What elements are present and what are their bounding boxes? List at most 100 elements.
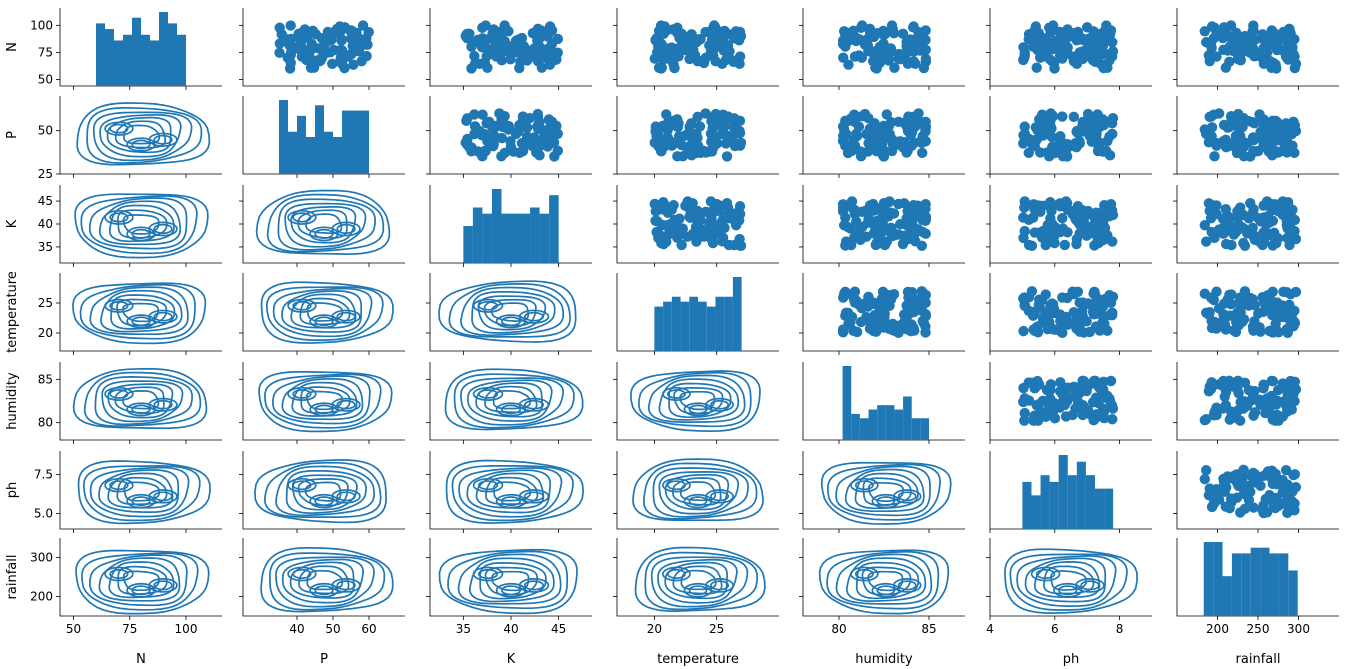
scatter-point: [1047, 397, 1058, 408]
scatter-point: [846, 145, 858, 156]
kde-contour: [336, 491, 356, 502]
scatter-point: [1267, 309, 1278, 321]
kde-contour: [281, 558, 364, 604]
scatter-point: [917, 42, 928, 54]
kde-contour: [472, 298, 504, 313]
scatter-point: [851, 128, 862, 140]
scatter-point: [871, 63, 882, 74]
scatter-point: [503, 26, 514, 37]
scatter-point: [1018, 325, 1029, 337]
axis-spine: [429, 273, 592, 352]
scatter-point: [1201, 236, 1212, 247]
scatter-point: [1243, 213, 1255, 224]
scatter-point: [1088, 220, 1099, 231]
scatter-point: [730, 124, 742, 135]
scatter-point: [1270, 324, 1281, 335]
kde-contour: [666, 568, 686, 580]
kde-contour: [438, 548, 578, 615]
scatter-point: [1082, 205, 1094, 217]
scatter-point: [1238, 464, 1249, 476]
scatter-point: [1107, 414, 1118, 425]
scatter-point: [548, 50, 560, 61]
scatter-point: [672, 46, 684, 57]
scatter-point: [343, 51, 354, 62]
scatter-point: [1282, 232, 1293, 244]
scatter-point: [488, 139, 499, 150]
kde-contour: [108, 204, 175, 243]
kde-contour: [292, 212, 312, 223]
scatter-point: [716, 35, 728, 47]
scatter-point: [1248, 467, 1259, 479]
kde-contour: [336, 223, 356, 235]
kde-contour: [466, 469, 552, 514]
scatter-point: [477, 109, 488, 120]
scatter-point: [521, 55, 533, 66]
scatter-point: [505, 141, 517, 153]
axis-spine: [802, 451, 965, 530]
scatter-point: [1224, 212, 1235, 223]
kde-contour: [99, 113, 182, 158]
scatter-point: [1267, 150, 1278, 161]
y-tick-label: 7.5: [34, 467, 53, 481]
axis-spine: [242, 8, 405, 87]
hist-bar: [150, 40, 159, 86]
x-tick-label: 45: [551, 622, 566, 636]
panel-ph-vs-rainfall: [1173, 451, 1339, 533]
scatter-point: [1057, 213, 1068, 224]
scatter-point: [1237, 121, 1248, 133]
hist-bar: [885, 405, 895, 440]
scatter-point: [889, 62, 900, 73]
panel-P-vs-temperature: [613, 96, 779, 178]
kde-contour: [287, 298, 317, 313]
hist-bar: [306, 137, 315, 174]
scatter-point: [1257, 29, 1268, 40]
kde-contour: [1033, 561, 1101, 598]
scatter-point: [1245, 486, 1256, 498]
scatter-point: [856, 52, 868, 63]
kde-contour: [277, 198, 376, 251]
kde-contour: [1058, 585, 1078, 596]
scatter-point: [1282, 121, 1293, 132]
scatter-point: [1267, 29, 1278, 40]
hist-bar: [1269, 553, 1279, 616]
scatter-point: [1205, 111, 1217, 122]
scatter-point: [481, 118, 492, 129]
kde-contour: [448, 283, 571, 338]
y-tick-label: 25: [38, 167, 53, 181]
scatter-point: [1104, 309, 1116, 321]
hist-bar: [279, 100, 288, 174]
kde-contour: [658, 471, 740, 515]
scatter-point: [1232, 145, 1243, 156]
panel-ph-vs-N: 5.0 7.5: [34, 451, 222, 533]
scatter-point: [1218, 476, 1230, 488]
scatter-point: [694, 223, 706, 234]
scatter-point: [498, 46, 509, 57]
kde-contour: [1004, 548, 1138, 614]
kde-contour: [104, 121, 134, 136]
scatter-point: [510, 35, 522, 47]
hist-bar: [463, 226, 473, 263]
scatter-point: [1237, 316, 1248, 327]
scatter-point: [859, 298, 871, 309]
scatter-point: [1243, 300, 1255, 311]
scatter-point: [305, 62, 317, 73]
kde-contour: [109, 568, 129, 580]
panel-ph-vs-P: [239, 451, 405, 533]
kde-contour: [292, 389, 312, 399]
scatter-point: [505, 54, 516, 65]
kde-contour: [634, 546, 766, 612]
scatter-point: [1018, 212, 1029, 223]
scatter-point: [1233, 136, 1244, 147]
panel-humidity-vs-P: [239, 362, 405, 444]
scatter-point: [661, 50, 672, 62]
scatter-point: [851, 326, 863, 338]
x-tick-label: 40: [289, 622, 304, 636]
kde-contour: [290, 206, 357, 244]
scatter-point: [884, 300, 895, 311]
scatter-point: [480, 145, 491, 157]
kde-contour: [109, 212, 129, 223]
scatter-point: [897, 28, 909, 40]
kde-contour: [104, 477, 134, 493]
scatter-point: [1055, 226, 1066, 238]
scatter-point: [462, 139, 473, 151]
